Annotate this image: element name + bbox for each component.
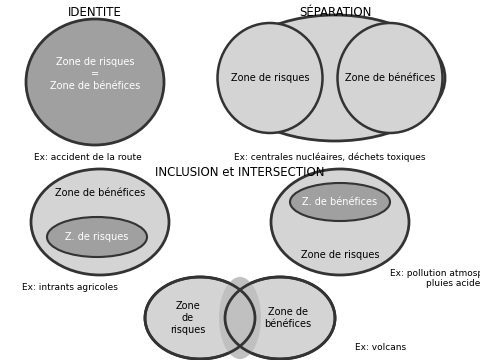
Text: IDENTITE: IDENTITE xyxy=(68,5,122,18)
Ellipse shape xyxy=(290,183,390,221)
Text: Zone de risques: Zone de risques xyxy=(301,250,379,260)
Text: Zone de risques
=
Zone de bénéfices: Zone de risques = Zone de bénéfices xyxy=(50,57,140,91)
Ellipse shape xyxy=(47,217,147,257)
Ellipse shape xyxy=(225,277,335,359)
Text: Zone de risques: Zone de risques xyxy=(231,73,309,83)
Ellipse shape xyxy=(145,277,255,359)
Text: Zone de bénéfices: Zone de bénéfices xyxy=(55,188,145,198)
Ellipse shape xyxy=(26,19,164,145)
Text: Z. de risques: Z. de risques xyxy=(65,232,129,242)
Text: Ex: centrales nucléaires, déchets toxiques: Ex: centrales nucléaires, déchets toxiqu… xyxy=(234,152,426,162)
Ellipse shape xyxy=(217,23,323,133)
Text: INCLUSION et INTERSECTION: INCLUSION et INTERSECTION xyxy=(155,166,325,179)
Ellipse shape xyxy=(337,23,443,133)
Text: Zone
de
risques: Zone de risques xyxy=(170,301,206,334)
Text: Ex: volcans: Ex: volcans xyxy=(355,343,406,352)
Text: Ex: accident de la route: Ex: accident de la route xyxy=(34,153,142,162)
Text: SÉPARATION: SÉPARATION xyxy=(299,5,371,18)
Ellipse shape xyxy=(219,277,261,359)
Text: Z. de bénéfices: Z. de bénéfices xyxy=(302,197,378,207)
Text: Ex: intrants agricoles: Ex: intrants agricoles xyxy=(22,284,118,292)
Ellipse shape xyxy=(271,169,409,275)
Ellipse shape xyxy=(225,15,445,141)
Text: Zone de
bénéfices: Zone de bénéfices xyxy=(264,307,312,329)
Text: Zone de bénéfices: Zone de bénéfices xyxy=(345,73,435,83)
Text: Ex: pollution atmosphérique,
pluies acides: Ex: pollution atmosphérique, pluies acid… xyxy=(390,268,480,288)
Ellipse shape xyxy=(31,169,169,275)
